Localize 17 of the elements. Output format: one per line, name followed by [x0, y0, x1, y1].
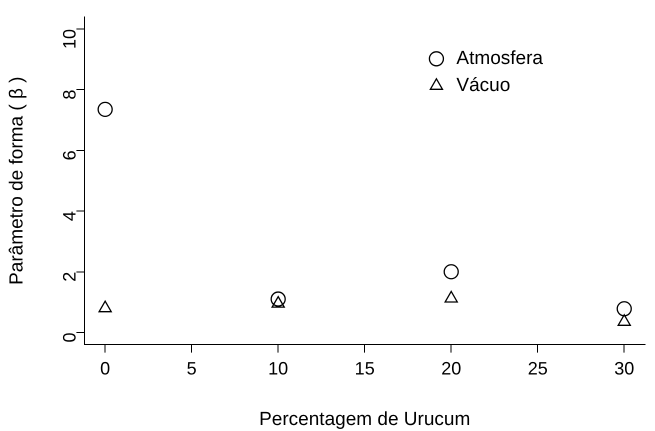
y-tick-label: 2	[59, 272, 80, 282]
x-tick-label: 10	[268, 358, 288, 378]
legend-label: Atmosfera	[456, 48, 544, 70]
x-tick-label: 5	[186, 358, 197, 378]
x-tick-label: 20	[441, 358, 462, 378]
x-tick-label: 0	[100, 358, 110, 378]
x-tick-label: 15	[354, 358, 375, 378]
y-tick-label: 0	[59, 332, 80, 342]
y-tick-label: 6	[59, 150, 80, 160]
y-tick-label: 10	[59, 28, 80, 49]
y-tick-label: 4	[59, 211, 80, 222]
y-tick-label: 8	[59, 90, 80, 100]
x-axis-title: Percentagem de Urucum	[259, 408, 470, 430]
y-axis-title: Parâmetro de forma ( β )	[6, 76, 28, 285]
x-tick-label: 30	[614, 358, 634, 378]
legend-label: Vácuo	[456, 75, 510, 96]
x-tick-label: 25	[528, 358, 548, 378]
